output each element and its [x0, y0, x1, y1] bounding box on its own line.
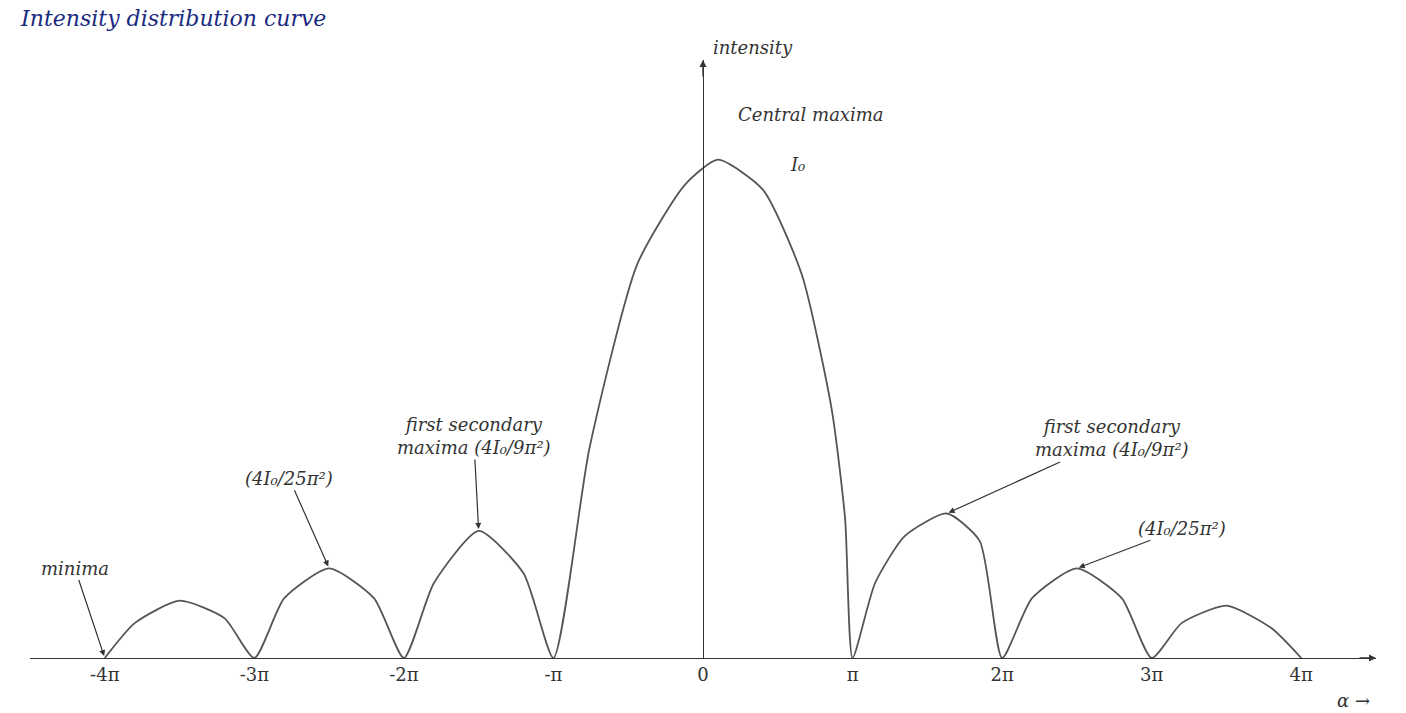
svg-text:(4I₀/25π²): (4I₀/25π²): [1138, 518, 1226, 539]
svg-text:π: π: [847, 664, 859, 685]
svg-text:-3π: -3π: [240, 664, 270, 685]
svg-text:α →: α →: [1337, 690, 1370, 711]
svg-text:first secondarymaxima (4I₀/9π²: first secondarymaxima (4I₀/9π²): [397, 414, 551, 458]
svg-text:-π: -π: [544, 664, 562, 685]
svg-text:4π: 4π: [1290, 664, 1313, 685]
svg-text:Central maxima: Central maxima: [738, 104, 884, 125]
svg-text:first secondarymaxima (4I₀/9π²: first secondarymaxima (4I₀/9π²): [1035, 416, 1189, 460]
svg-text:(4I₀/25π²): (4I₀/25π²): [245, 468, 333, 489]
svg-text:Intensity distribution curve: Intensity distribution curve: [20, 6, 326, 31]
svg-text:-4π: -4π: [90, 664, 120, 685]
svg-text:I₀: I₀: [790, 154, 805, 175]
svg-text:minima: minima: [41, 558, 109, 579]
svg-text:intensity: intensity: [713, 37, 793, 58]
svg-text:-2π: -2π: [389, 664, 419, 685]
svg-text:3π: 3π: [1140, 664, 1163, 685]
svg-text:2π: 2π: [990, 664, 1013, 685]
svg-text:0: 0: [697, 664, 708, 685]
